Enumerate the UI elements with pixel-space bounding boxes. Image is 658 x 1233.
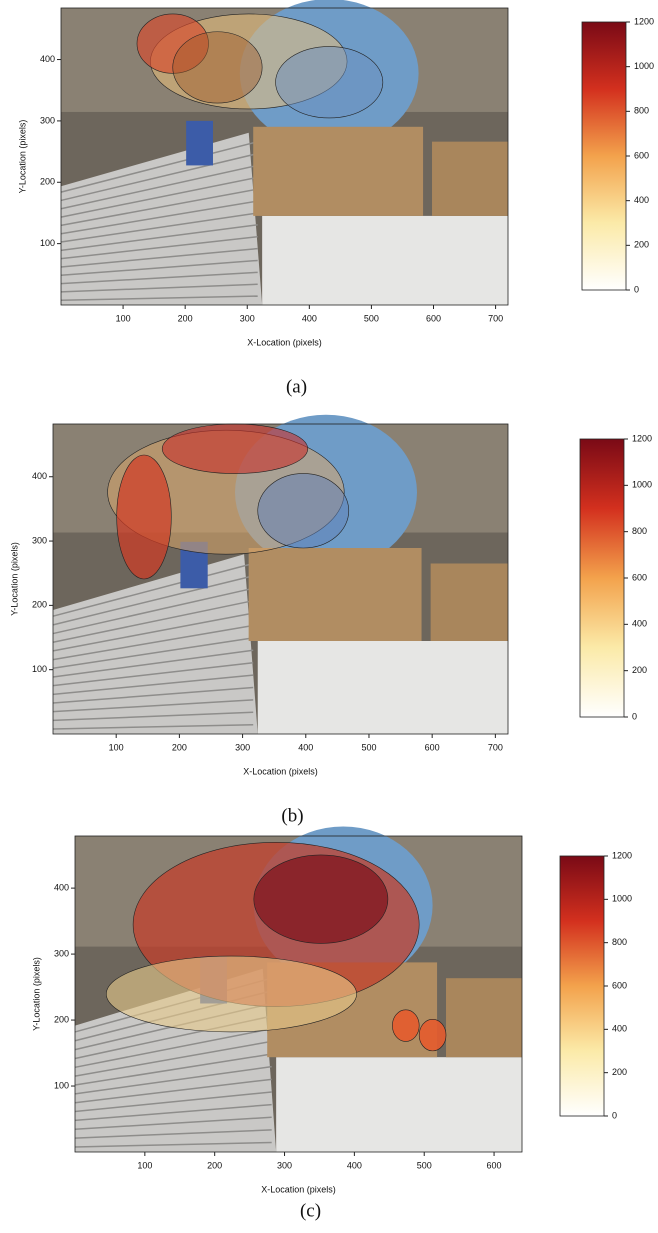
x-tick-label: 500 — [417, 1160, 432, 1170]
y-tick-label: 200 — [32, 600, 47, 610]
colorbar-tick-label: 1200 — [634, 16, 654, 26]
y-axis-label: Y-Location (pixels) — [9, 542, 19, 616]
heat-region — [419, 1019, 446, 1051]
y-tick-label: 300 — [40, 115, 55, 125]
x-tick-label: 700 — [488, 742, 503, 752]
y-axis-label: Y-Location (pixels) — [17, 120, 27, 194]
y-axis-label: Y-Location (pixels) — [31, 957, 41, 1031]
heat-region — [392, 1010, 419, 1042]
y-tick-label: 300 — [32, 535, 47, 545]
colorbar-tick-label: 400 — [612, 1024, 627, 1034]
box — [253, 127, 423, 216]
colorbar-tick-label: 800 — [632, 526, 647, 536]
y-tick-label: 100 — [32, 664, 47, 674]
box — [432, 142, 508, 216]
box — [431, 564, 508, 642]
x-tick-label: 700 — [488, 313, 503, 323]
colorbar-tick-label: 0 — [612, 1110, 617, 1120]
colorbar-tick-label: 400 — [634, 195, 649, 205]
y-tick-label: 400 — [40, 54, 55, 64]
heat-region — [258, 474, 349, 548]
x-tick-label: 600 — [425, 742, 440, 752]
colorbar-tick-label: 1000 — [632, 480, 652, 490]
panel: 100 200 300 400 500 600 700 100 200 300 400 X-Locat… — [9, 415, 652, 827]
x-tick-label: 300 — [240, 313, 255, 323]
colorbar-tick-label: 600 — [634, 150, 649, 160]
y-tick-label: 400 — [32, 471, 47, 481]
x-axis-label: X-Location (pixels) — [243, 766, 318, 776]
table — [258, 641, 508, 734]
panel: 100 200 300 400 500 600 100 200 300 400 X-Location… — [31, 827, 632, 1222]
x-tick-label: 200 — [178, 313, 193, 323]
panel: 100 200 300 400 500 600 700 100 200 300 400 X-Locat… — [17, 0, 654, 397]
x-tick-label: 200 — [207, 1160, 222, 1170]
y-tick-label: 200 — [40, 177, 55, 187]
heat-region — [173, 32, 262, 103]
panel-caption: (c) — [300, 1200, 321, 1221]
y-tick-label: 100 — [54, 1080, 69, 1090]
table — [262, 216, 508, 305]
x-tick-label: 100 — [109, 742, 124, 752]
x-tick-label: 500 — [364, 313, 379, 323]
panel-caption: (a) — [286, 376, 307, 397]
colorbar-tick-label: 600 — [632, 572, 647, 582]
y-tick-label: 200 — [54, 1014, 69, 1024]
colorbar-tick-label: 0 — [632, 711, 637, 721]
x-tick-label: 100 — [137, 1160, 152, 1170]
colorbar-tick-label: 200 — [634, 240, 649, 250]
table — [276, 1057, 522, 1152]
y-tick-label: 300 — [54, 948, 69, 958]
colorbar-tick-label: 1000 — [612, 894, 632, 904]
colorbar — [582, 22, 626, 290]
x-tick-label: 600 — [487, 1160, 502, 1170]
x-axis-label: X-Location (pixels) — [261, 1184, 336, 1194]
figure: 100 200 300 400 500 600 700 100 200 300 400 X-Locat… — [0, 0, 658, 1228]
x-tick-label: 500 — [361, 742, 376, 752]
x-tick-label: 100 — [116, 313, 131, 323]
colorbar-tick-label: 0 — [634, 284, 639, 294]
y-tick-label: 100 — [40, 238, 55, 248]
colorbar-tick-label: 800 — [612, 937, 627, 947]
x-axis-label: X-Location (pixels) — [247, 337, 322, 347]
x-tick-label: 300 — [235, 742, 250, 752]
colorbar-tick-label: 1200 — [632, 433, 652, 443]
box — [249, 548, 422, 641]
colorbar-tick-label: 400 — [632, 619, 647, 629]
colorbar-tick-label: 200 — [632, 665, 647, 675]
x-tick-label: 600 — [426, 313, 441, 323]
x-tick-label: 400 — [302, 313, 317, 323]
heat-region — [254, 855, 388, 943]
x-tick-label: 400 — [347, 1160, 362, 1170]
heat-region — [106, 956, 356, 1032]
x-tick-label: 400 — [298, 742, 313, 752]
colorbar — [560, 856, 604, 1116]
panel-caption: (b) — [281, 805, 303, 826]
heat-region — [162, 424, 308, 474]
colorbar-tick-label: 1200 — [612, 850, 632, 860]
colorbar-tick-label: 800 — [634, 106, 649, 116]
heat-region — [117, 455, 172, 579]
y-tick-label: 400 — [54, 882, 69, 892]
box — [446, 978, 522, 1057]
heat-region — [276, 47, 383, 118]
x-tick-label: 300 — [277, 1160, 292, 1170]
colorbar-tick-label: 600 — [612, 980, 627, 990]
colorbar — [580, 439, 624, 717]
x-tick-label: 200 — [172, 742, 187, 752]
colorbar-tick-label: 1000 — [634, 61, 654, 71]
colorbar-tick-label: 200 — [612, 1067, 627, 1077]
product-box — [186, 121, 213, 166]
